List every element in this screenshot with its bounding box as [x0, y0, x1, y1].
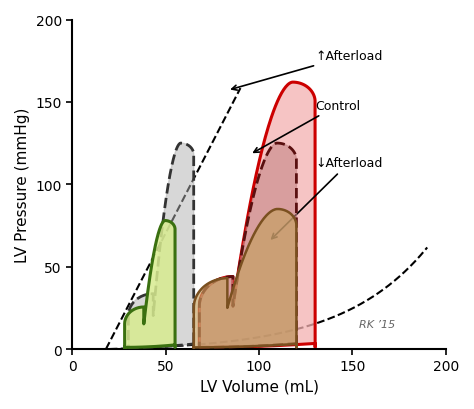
Polygon shape — [125, 221, 175, 348]
Y-axis label: LV Pressure (mmHg): LV Pressure (mmHg) — [15, 107, 30, 262]
Text: ↓Afterload: ↓Afterload — [272, 157, 383, 239]
Polygon shape — [194, 209, 296, 348]
Polygon shape — [128, 144, 194, 348]
X-axis label: LV Volume (mL): LV Volume (mL) — [200, 379, 319, 394]
Polygon shape — [200, 83, 315, 348]
Text: RK ’15: RK ’15 — [359, 319, 395, 330]
Text: Control: Control — [254, 99, 360, 153]
Polygon shape — [200, 144, 296, 348]
Text: ↑Afterload: ↑Afterload — [232, 50, 383, 91]
